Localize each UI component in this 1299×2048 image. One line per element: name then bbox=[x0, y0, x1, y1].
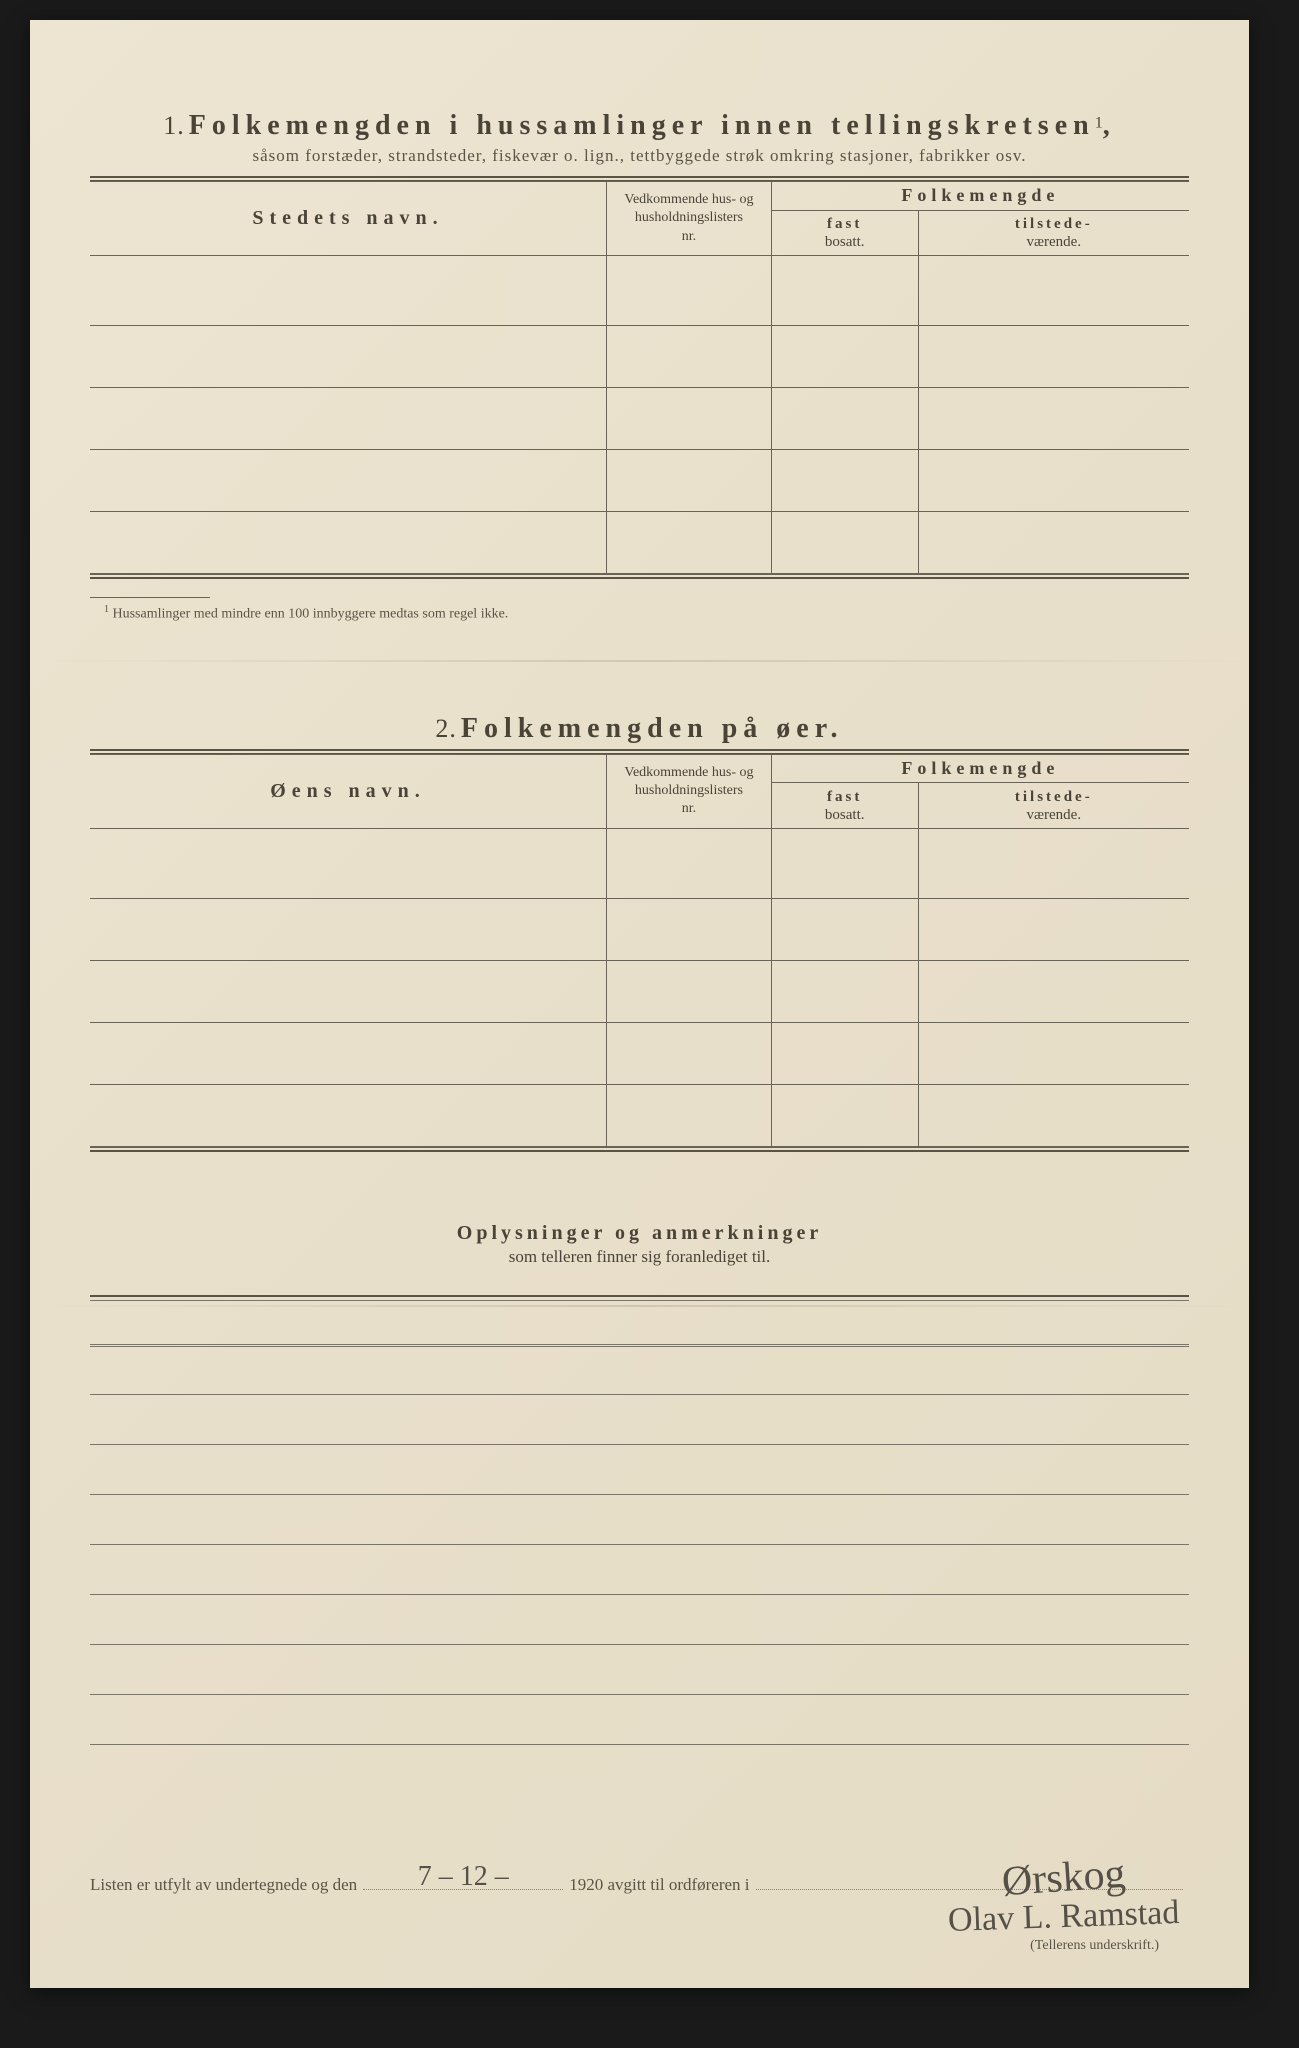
handwritten-signature: Olav L. Ramstad bbox=[947, 1894, 1180, 1940]
col-header-nr: Vedkommende hus- og husholdningslisters … bbox=[607, 754, 772, 828]
table-row bbox=[90, 450, 1189, 512]
col-header-name: Øens navn. bbox=[90, 754, 607, 828]
paper-fold bbox=[30, 660, 1249, 662]
section1-subtitle: såsom forstæder, strandsteder, fiskevær … bbox=[90, 146, 1189, 166]
section-heading: Folkemengden i hussamlinger innen tellin… bbox=[189, 110, 1095, 141]
ruled-line bbox=[90, 1645, 1189, 1695]
handwritten-date: 7 – 12 – bbox=[418, 1861, 509, 1893]
col-sub-tilstede: tilstede-værende. bbox=[918, 783, 1189, 828]
table-row bbox=[90, 1022, 1189, 1084]
section-number: 2. bbox=[435, 714, 457, 743]
section1-title: 1. Folkemengden i hussamlinger innen tel… bbox=[90, 110, 1189, 142]
table-row bbox=[90, 960, 1189, 1022]
table-section1: Stedets navn. Vedkommende hus- og hushol… bbox=[90, 181, 1189, 574]
table-row bbox=[90, 256, 1189, 326]
date-blank: 7 – 12 – bbox=[363, 1889, 563, 1890]
signature-label: (Tellerens underskrift.) bbox=[1030, 1938, 1159, 1954]
signoff-year: 1920 bbox=[569, 1875, 603, 1895]
paper-fold bbox=[30, 1305, 1249, 1307]
table-bottom-rule bbox=[90, 1147, 1189, 1152]
section3-subtitle: som telleren finner sig foranlediget til… bbox=[90, 1247, 1189, 1267]
table-row bbox=[90, 898, 1189, 960]
notes-lines bbox=[90, 1295, 1189, 1745]
ruled-line bbox=[90, 1395, 1189, 1445]
ruled-line bbox=[90, 1545, 1189, 1595]
ruled-line bbox=[90, 1345, 1189, 1395]
table-row bbox=[90, 512, 1189, 574]
section-number: 1. bbox=[163, 111, 185, 140]
table-row bbox=[90, 1084, 1189, 1146]
section2-title: 2. Folkemengden på øer. bbox=[90, 713, 1189, 745]
col-sub-tilstede: tilstede-værende. bbox=[918, 210, 1189, 255]
table-row bbox=[90, 326, 1189, 388]
ruled-line bbox=[90, 1295, 1189, 1345]
col-header-folk: Folkemengde bbox=[771, 754, 1189, 783]
col-header-folk: Folkemengde bbox=[771, 182, 1189, 211]
signoff-prefix: Listen er utfylt av undertegnede og den bbox=[90, 1875, 357, 1895]
section-heading: Folkemengden på øer. bbox=[461, 713, 844, 744]
section3-title: Oplysninger og anmerkninger bbox=[90, 1222, 1189, 1245]
col-header-name: Stedets navn. bbox=[90, 182, 607, 256]
table-bottom-rule bbox=[90, 574, 1189, 579]
ruled-line bbox=[90, 1595, 1189, 1645]
col-sub-fast: fastbosatt. bbox=[771, 783, 918, 828]
footnote-rule bbox=[90, 597, 210, 598]
signature-block: Ørskog Olav L. Ramstad bbox=[948, 1854, 1179, 1936]
census-form-page: 1. Folkemengden i hussamlinger innen tel… bbox=[30, 20, 1249, 1988]
footnote-ref: 1 bbox=[1095, 115, 1103, 132]
table-row bbox=[90, 388, 1189, 450]
table-section2: Øens navn. Vedkommende hus- og husholdni… bbox=[90, 754, 1189, 1147]
ruled-line bbox=[90, 1495, 1189, 1545]
ruled-line bbox=[90, 1695, 1189, 1745]
col-sub-fast: fastbosatt. bbox=[771, 210, 918, 255]
col-header-nr: Vedkommende hus- og husholdningslisters … bbox=[607, 182, 772, 256]
footnote-text: 1 Hussamlinger med mindre enn 100 innbyg… bbox=[90, 604, 1189, 623]
signoff-mid: avgitt til ordføreren i bbox=[607, 1875, 749, 1895]
ruled-line bbox=[90, 1445, 1189, 1495]
table-row bbox=[90, 828, 1189, 898]
